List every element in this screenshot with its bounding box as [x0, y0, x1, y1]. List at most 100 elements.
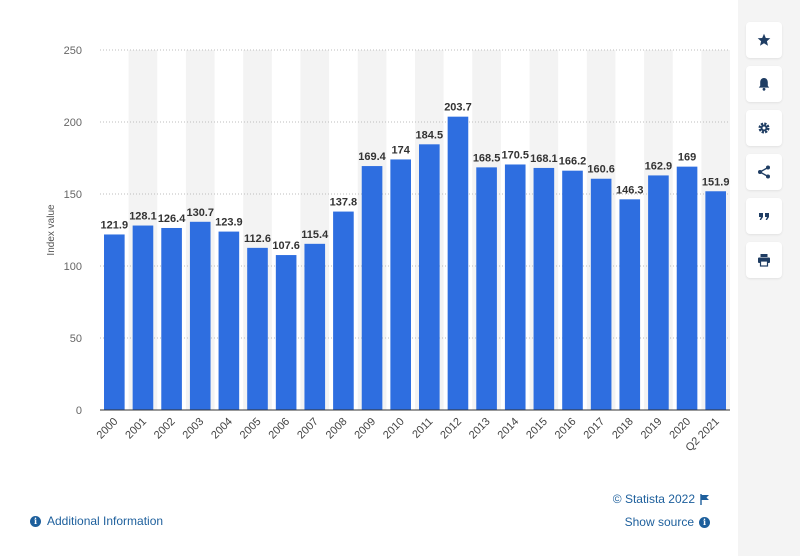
print-button[interactable]	[746, 242, 782, 278]
x-tick-label: 2005	[238, 416, 264, 442]
print-icon	[758, 254, 770, 267]
x-tick-label: 2018	[610, 416, 636, 442]
gear-icon	[758, 122, 770, 134]
x-tick-label: 2007	[295, 416, 321, 442]
additional-information-link[interactable]: i Additional Information	[30, 514, 163, 528]
bar[interactable]	[333, 211, 354, 410]
quote-icon	[759, 213, 769, 220]
bar[interactable]	[648, 175, 669, 410]
bar[interactable]	[390, 159, 411, 410]
data-label: 174	[392, 144, 411, 156]
y-tick-label: 0	[76, 405, 82, 417]
bar[interactable]	[247, 247, 268, 410]
x-tick-label: 2019	[639, 416, 665, 442]
x-tick-label: 2009	[352, 416, 378, 442]
info-icon: i	[699, 516, 710, 528]
x-tick-label: 2001	[123, 416, 149, 442]
data-label: 126.4	[158, 213, 186, 225]
bar[interactable]	[447, 116, 469, 410]
share-button[interactable]	[746, 154, 782, 190]
bar[interactable]	[419, 144, 440, 410]
y-tick-label: 100	[64, 261, 82, 273]
star-icon	[757, 33, 771, 46]
data-label: 107.6	[272, 240, 300, 252]
bar[interactable]	[705, 191, 726, 410]
x-axis-ticks: 2000 2001 2002 2003 2004 2005 2006 2007 2008 2009…	[95, 416, 722, 454]
x-tick-label: 2014	[496, 416, 522, 442]
x-tick-label: 2020	[667, 416, 693, 442]
bell-icon	[758, 78, 770, 91]
x-tick-label: 2010	[381, 416, 407, 442]
favorite-button[interactable]	[746, 22, 782, 58]
sidebar	[738, 0, 800, 556]
data-label: 162.9	[645, 160, 673, 172]
x-tick-label: 2016	[553, 416, 579, 442]
settings-button[interactable]	[746, 110, 782, 146]
bar[interactable]	[189, 221, 211, 410]
bars	[104, 116, 726, 410]
y-tick-label: 150	[64, 189, 82, 201]
data-label: 170.5	[501, 149, 529, 161]
bar[interactable]	[304, 243, 326, 410]
data-label: 168.1	[530, 153, 558, 165]
bar[interactable]	[619, 199, 641, 410]
bar[interactable]	[504, 164, 526, 410]
data-label: 115.4	[301, 229, 329, 241]
bar[interactable]	[161, 227, 182, 410]
copyright-text: © Statista 2022	[612, 492, 695, 506]
bar[interactable]	[361, 166, 383, 410]
data-label: 168.5	[473, 152, 501, 164]
share-icon	[758, 165, 770, 179]
y-tick-label: 50	[70, 333, 82, 345]
data-label: 130.7	[186, 207, 214, 219]
data-label: 137.8	[330, 197, 358, 209]
data-label: 123.9	[215, 217, 243, 229]
x-tick-label: 2011	[410, 416, 435, 441]
x-tick-label: 2008	[324, 416, 350, 442]
cite-button[interactable]	[746, 198, 782, 234]
data-label: 184.5	[416, 129, 444, 141]
bar[interactable]	[562, 170, 583, 410]
x-tick-label: 2012	[438, 416, 464, 442]
x-tick-label: 2006	[266, 416, 292, 442]
bar[interactable]	[676, 166, 698, 410]
x-tick-label: 2003	[181, 416, 207, 442]
y-tick-label: 200	[64, 117, 82, 129]
bar[interactable]	[132, 225, 154, 410]
show-source-text: Show source	[624, 515, 694, 529]
data-label: 151.9	[702, 176, 730, 188]
chart-card: 0 50 100 150 200 250 121.9 128.1 126.4 130.7 123.…	[0, 0, 738, 556]
data-label: 169	[678, 152, 696, 164]
y-axis-ticks: 0 50 100 150 200 250	[64, 45, 82, 417]
y-tick-label: 250	[64, 45, 82, 57]
x-tick-label: 2002	[152, 416, 178, 442]
x-tick-label: 2017	[581, 416, 607, 442]
data-label: 146.3	[616, 184, 644, 196]
bar[interactable]	[104, 234, 125, 410]
x-tick-label: 2004	[209, 416, 235, 442]
additional-information-text: Additional Information	[47, 514, 164, 528]
data-label: 203.7	[444, 102, 472, 114]
bar[interactable]	[476, 167, 497, 410]
bar[interactable]	[533, 167, 555, 410]
notification-button[interactable]	[746, 66, 782, 102]
x-tick-label: 2015	[524, 416, 550, 442]
data-label: 112.6	[244, 233, 271, 245]
x-tick-label: 2000	[95, 416, 121, 442]
data-label: 169.4	[358, 151, 386, 163]
data-label: 166.2	[559, 156, 587, 168]
bar[interactable]	[218, 231, 240, 410]
copyright-link[interactable]: © Statista 2022	[613, 492, 710, 506]
bar[interactable]	[590, 178, 612, 410]
info-icon: i	[30, 515, 41, 527]
data-label: 121.9	[101, 219, 129, 231]
x-tick-label: 2013	[467, 416, 493, 442]
flag-icon	[700, 493, 709, 505]
data-label: 128.1	[129, 211, 157, 223]
data-label: 160.6	[587, 164, 615, 176]
y-axis-label: Index value	[46, 204, 57, 256]
bar[interactable]	[275, 255, 297, 410]
show-source-link[interactable]: Show source i	[625, 515, 710, 529]
